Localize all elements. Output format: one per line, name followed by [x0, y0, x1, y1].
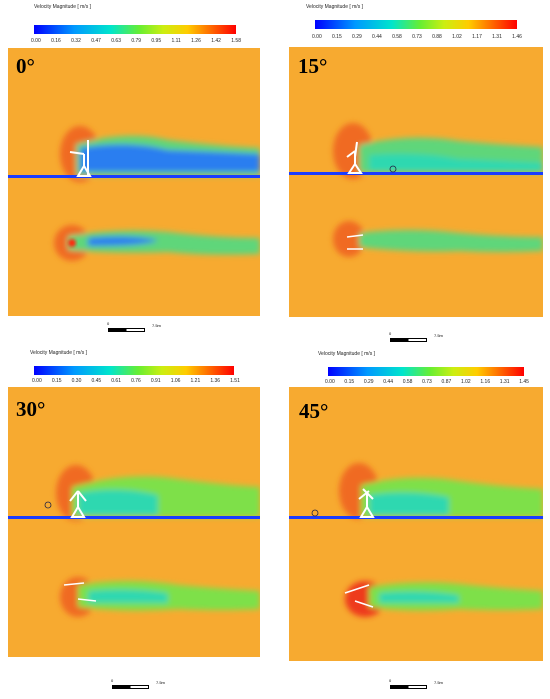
colorbar-tick: 0.00 — [325, 379, 335, 385]
colorbar-tick: 0.29 — [352, 34, 362, 40]
colorbar-ticks: 0.00 0.15 0.29 0.44 0.58 0.73 0.88 1.02 … — [312, 34, 522, 40]
colorbar-tick: 0.32 — [71, 38, 81, 44]
colorbar-ticks: 0.00 0.15 0.30 0.45 0.61 0.76 0.91 1.06 … — [32, 378, 240, 384]
colorbar-tick: 0.47 — [91, 38, 101, 44]
scale-bar: 0 7.5m — [111, 678, 172, 689]
colorbar-title: Velocity Magnitude [ m/s ] — [30, 350, 87, 356]
turbine-icon — [358, 488, 375, 518]
scale-end: 7.5m — [156, 680, 165, 685]
colorbar-tick: 0.88 — [432, 34, 442, 40]
colorbar-tick: 0.45 — [91, 378, 102, 384]
colorbar-tick: 0.58 — [402, 379, 413, 385]
colorbar-tick: 0.58 — [392, 34, 402, 40]
colorbar — [315, 20, 517, 29]
colorbar-tick: 0.91 — [150, 378, 161, 384]
turbine-icon — [346, 141, 363, 174]
velocity-field-plot — [8, 48, 260, 316]
panel-30deg: Velocity Magnitude [ m/s ] 0.00 0.15 0.3… — [0, 345, 275, 699]
colorbar-tick: 0.15 — [344, 379, 355, 385]
colorbar-tick: 0.16 — [51, 38, 61, 44]
scale-bar: 0 7.5m — [107, 321, 168, 332]
colorbar-tick: 0.87 — [441, 379, 452, 385]
colorbar-tick: 0.15 — [51, 378, 62, 384]
colorbar — [328, 367, 524, 376]
colorbar-ticks: 0.00 0.16 0.32 0.47 0.63 0.79 0.95 1.11 … — [31, 38, 241, 44]
colorbar-tick: 0.95 — [151, 38, 162, 44]
colorbar-tick: 0.44 — [383, 379, 393, 385]
colorbar-tick: 1.42 — [211, 38, 221, 44]
colorbar-tick: 0.73 — [422, 379, 432, 385]
colorbar-title: Velocity Magnitude [ m/s ] — [318, 351, 375, 357]
turbine-icon — [69, 490, 87, 518]
colorbar-tick: 0.63 — [111, 38, 121, 44]
colorbar-tick: 0.73 — [412, 34, 422, 40]
colorbar-tick: 1.31 — [499, 379, 510, 385]
scale-start: 0 — [389, 678, 392, 683]
colorbar-tick: 1.26 — [191, 38, 201, 44]
colorbar-tick: 1.46 — [512, 34, 522, 40]
scale-start: 0 — [111, 678, 114, 683]
velocity-contour — [8, 387, 260, 657]
scale-bar: 0 7.5m — [389, 678, 450, 689]
colorbar-tick: 1.02 — [460, 379, 471, 385]
velocity-contour — [289, 387, 543, 661]
scale-end: 7.5m — [434, 333, 443, 338]
velocity-contour — [8, 48, 260, 316]
colorbar-tick: 1.51 — [230, 378, 240, 384]
colorbar-tick: 0.00 — [31, 38, 41, 44]
scale-start: 0 — [389, 331, 392, 336]
scale-bar: 0 7.5m — [389, 331, 450, 342]
ground-line — [8, 175, 260, 178]
colorbar-title: Velocity Magnitude [ m/s ] — [34, 4, 91, 10]
colorbar-title: Velocity Magnitude [ m/s ] — [306, 4, 363, 10]
colorbar-tick: 1.21 — [190, 378, 201, 384]
panel-15deg: Velocity Magnitude [ m/s ] 0.00 0.15 0.2… — [280, 0, 550, 345]
colorbar-tick: 1.58 — [231, 38, 241, 44]
colorbar-tick: 0.79 — [131, 38, 142, 44]
angle-label: 15° — [298, 54, 328, 78]
colorbar-tick: 0.61 — [111, 378, 121, 384]
angle-label: 45° — [299, 399, 329, 423]
colorbar-tick: 1.45 — [519, 379, 529, 385]
colorbar — [34, 25, 236, 34]
colorbar-tick: 0.00 — [312, 34, 322, 40]
ground-line — [289, 172, 543, 175]
colorbar-tick: 0.15 — [332, 34, 342, 40]
colorbar-tick: 1.36 — [210, 378, 221, 384]
colorbar-tick: 0.44 — [372, 34, 382, 40]
colorbar — [34, 366, 234, 375]
colorbar-tick: 1.17 — [472, 34, 482, 40]
panel-45deg: Velocity Magnitude [ m/s ] 0.00 0.15 0.2… — [280, 345, 550, 699]
angle-label: 0° — [16, 54, 35, 78]
colorbar-tick: 1.11 — [171, 38, 181, 44]
scale-start: 0 — [107, 321, 110, 326]
angle-label: 30° — [16, 397, 46, 421]
velocity-field-plot — [289, 47, 543, 317]
colorbar-tick: 0.29 — [363, 379, 374, 385]
velocity-contour — [289, 47, 543, 317]
colorbar-tick: 1.06 — [170, 378, 181, 384]
colorbar-tick: 1.31 — [492, 34, 502, 40]
velocity-field-plot — [8, 387, 260, 657]
scale-end: 7.5m — [434, 680, 443, 685]
velocity-field-plot — [289, 387, 543, 661]
colorbar-tick: 1.02 — [452, 34, 462, 40]
colorbar-tick: 0.30 — [71, 378, 82, 384]
ground-line — [289, 516, 543, 519]
ground-line — [8, 516, 260, 519]
turbine-icon — [69, 140, 92, 177]
colorbar-tick: 1.16 — [480, 379, 491, 385]
colorbar-tick: 0.00 — [32, 378, 42, 384]
scale-end: 7.5m — [152, 323, 161, 328]
colorbar-ticks: 0.00 0.15 0.29 0.44 0.58 0.73 0.87 1.02 … — [325, 379, 529, 385]
colorbar-tick: 0.76 — [131, 378, 141, 384]
panel-0deg: Velocity Magnitude [ m/s ] 0.00 0.16 0.3… — [0, 0, 275, 345]
